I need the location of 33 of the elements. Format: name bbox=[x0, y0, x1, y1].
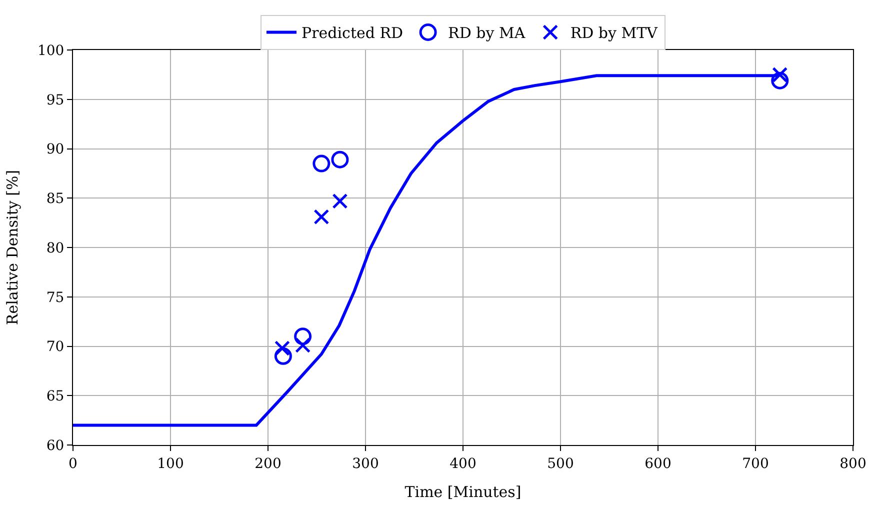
x-tick-label: 0 bbox=[68, 456, 78, 472]
point bbox=[771, 72, 789, 90]
y-tick-label: 90 bbox=[46, 142, 64, 158]
y-tick-label: 65 bbox=[46, 388, 64, 405]
x-tick-label: 400 bbox=[450, 456, 476, 472]
y-tick-label: 100 bbox=[37, 42, 64, 59]
y-tick-label: 95 bbox=[46, 92, 64, 108]
y-axis-title: Relative Density [%] bbox=[4, 170, 22, 326]
point bbox=[332, 193, 348, 209]
x-tick-label: 600 bbox=[644, 456, 672, 472]
point bbox=[314, 209, 330, 225]
point bbox=[274, 340, 290, 356]
x-axis-title: Time [Minutes] bbox=[404, 482, 522, 501]
legend-label: RD by MTV bbox=[570, 24, 659, 42]
x-tick-label: 300 bbox=[352, 456, 379, 472]
legend-label: Predicted RD bbox=[302, 24, 404, 42]
point bbox=[274, 347, 292, 365]
x-tick-label: 100 bbox=[157, 456, 184, 472]
y-tick-label: 75 bbox=[46, 290, 64, 306]
x-tick-label: 500 bbox=[547, 456, 574, 472]
y-tick-label: 60 bbox=[46, 438, 64, 454]
point bbox=[772, 66, 788, 82]
y-tick-label: 70 bbox=[46, 339, 64, 356]
y-tick-label: 80 bbox=[46, 240, 64, 256]
x-tick-label: 800 bbox=[840, 456, 866, 472]
legend-label: RD by MA bbox=[448, 24, 526, 42]
point bbox=[331, 150, 349, 168]
x-tick-label: 200 bbox=[254, 456, 282, 472]
point bbox=[294, 328, 312, 346]
y-tick-label: 85 bbox=[46, 191, 64, 208]
x-tick-label: 700 bbox=[742, 456, 769, 472]
point bbox=[295, 338, 311, 354]
point bbox=[312, 154, 330, 172]
